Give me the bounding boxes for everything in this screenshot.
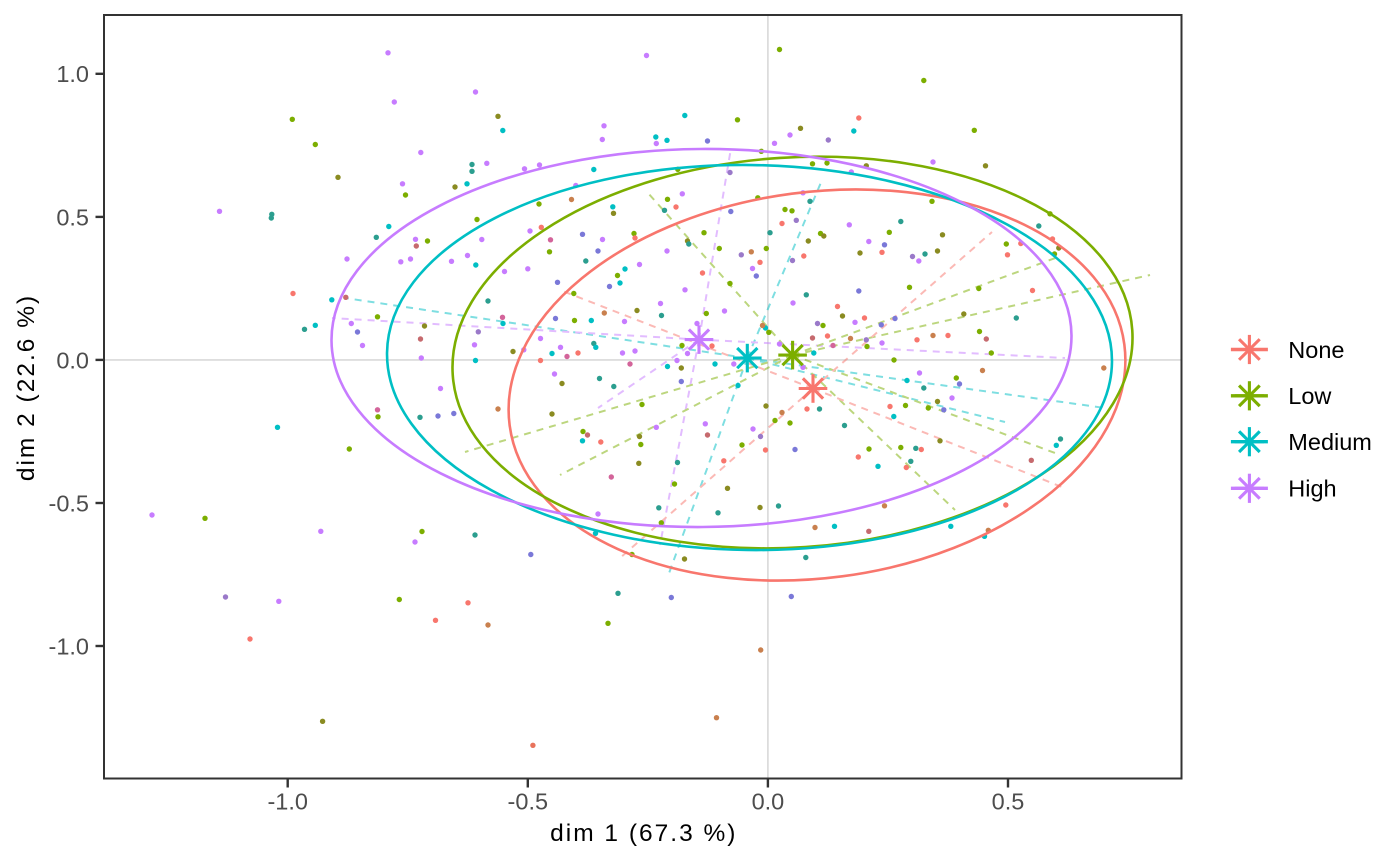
svg-text:None: None: [1288, 337, 1344, 363]
svg-text:-1.0: -1.0: [267, 789, 308, 815]
svg-text:-0.5: -0.5: [508, 789, 549, 815]
svg-text:-0.5: -0.5: [49, 490, 90, 516]
svg-text:0.0: 0.0: [56, 347, 89, 373]
svg-text:-1.0: -1.0: [49, 633, 90, 659]
svg-text:0.0: 0.0: [752, 789, 785, 815]
svg-text:Low: Low: [1288, 383, 1332, 409]
svg-text:1.0: 1.0: [56, 61, 89, 87]
svg-text:High: High: [1288, 476, 1336, 502]
svg-text:0.5: 0.5: [992, 789, 1025, 815]
svg-text:0.5: 0.5: [56, 204, 89, 230]
svg-text:dim 1 (67.3 %): dim 1 (67.3 %): [550, 820, 737, 847]
svg-text:Medium: Medium: [1288, 429, 1372, 455]
svg-text:dim 2 (22.6 %): dim 2 (22.6 %): [13, 294, 40, 481]
